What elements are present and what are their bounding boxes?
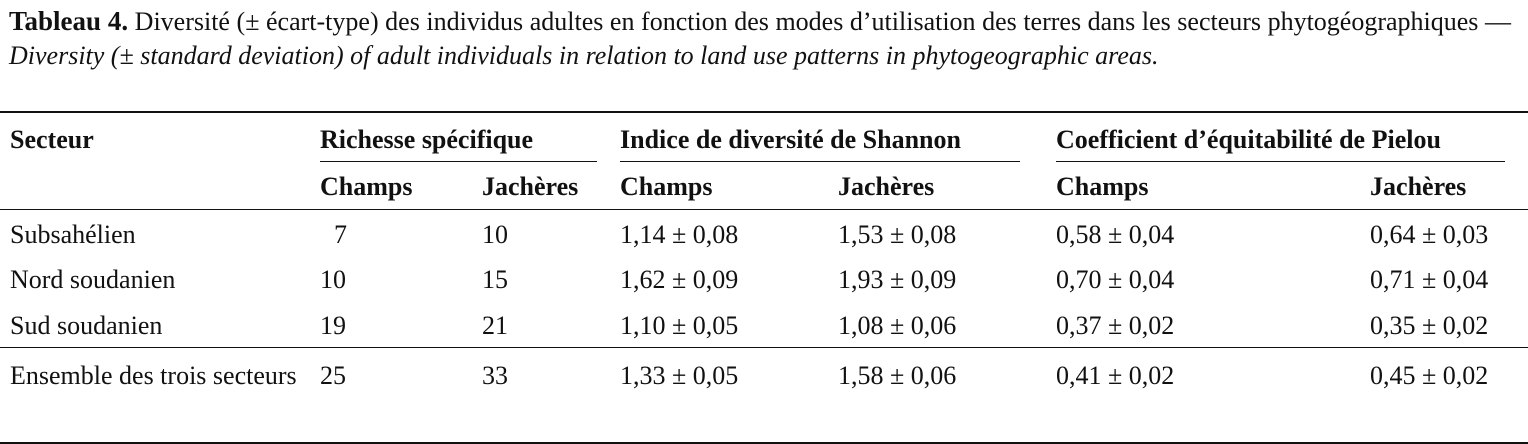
table-row: Nord soudanien 10 15 1,62 ± 0,09 1,93 ± 0,09… (0, 255, 1528, 301)
subheader: Jachères (472, 162, 611, 210)
table-row: Ensemble des trois secteurs 25 33 1,33 ± 0,… (0, 346, 1528, 444)
cell: 1,58 ± 0,06 (828, 346, 1047, 444)
table-row: Sud soudanien 19 21 1,10 ± 0,05 1,08 ± 0,06 0… (0, 301, 1528, 347)
group-cell: Indice de diversité de Shannon (610, 111, 1047, 162)
subheader: Champs (610, 162, 829, 210)
cell: 0,71 ± 0,04 (1370, 265, 1489, 294)
subheader-row: Champs Jachères Champs Jachères Champs Jachèr… (0, 162, 1528, 210)
cell: 0,41 ± 0,02 (1046, 346, 1361, 444)
header-cell: Secteur (0, 111, 310, 162)
cell: 10 (482, 219, 508, 249)
caption-label: Tableau 4. (9, 6, 129, 36)
group-header: Richesse spécifique (320, 125, 598, 162)
group-row: Secteur Richesse spécifique Indice de di… (0, 111, 1528, 162)
cell: 15 (482, 265, 508, 294)
cell: 33 (472, 346, 611, 444)
table-body: Subsahélien 7 10 1,14 ± 0,08 1,53 ± 0,08 0,58… (0, 209, 1528, 444)
empty-cell (0, 162, 310, 210)
group-cell: Coefficient d’équitabilité de Pielou (1046, 111, 1528, 162)
cell: 1,14 ± 0,08 (620, 219, 739, 249)
row-label: Ensemble des trois secteurs (0, 346, 310, 444)
subheader: Champs (310, 162, 472, 210)
caption: Tableau 4. Diversité (± écart-type) des … (9, 4, 1511, 73)
table-head: Secteur Richesse spécifique Indice de di… (0, 111, 1528, 210)
cell: 1,08 ± 0,06 (838, 311, 957, 340)
cell: 1,93 ± 0,09 (838, 265, 957, 294)
cell: 1,33 ± 0,05 (610, 346, 829, 444)
cell: 1,10 ± 0,05 (620, 311, 739, 340)
cell: 1,62 ± 0,09 (620, 265, 739, 294)
caption-english: Diversity (± standard deviation) of adul… (9, 41, 1159, 70)
cell: 0,70 ± 0,04 (1056, 265, 1175, 294)
cell: 0,45 ± 0,02 (1360, 346, 1528, 444)
cell: 7 (334, 219, 347, 249)
row-label: Nord soudanien (10, 265, 176, 294)
cell: 19 (320, 311, 346, 340)
group-cell: Richesse spécifique (310, 111, 611, 162)
subheader: Champs (1046, 162, 1361, 210)
row-label: Sud soudanien (10, 311, 163, 340)
row-label: Subsahélien (10, 219, 136, 249)
cell: 0,58 ± 0,04 (1056, 219, 1175, 249)
cell: 0,35 ± 0,02 (1370, 311, 1489, 340)
group-header: Indice de diversité de Shannon (620, 125, 1021, 162)
subheader: Jachères (1360, 162, 1528, 210)
group-header: Coefficient d’équitabilité de Pielou (1056, 125, 1506, 162)
caption-french: Diversité (± écart-type) des individus a… (134, 7, 1511, 36)
cell: 0,37 ± 0,02 (1056, 311, 1175, 340)
cell: 25 (310, 346, 472, 444)
table-row: Subsahélien 7 10 1,14 ± 0,08 1,53 ± 0,08 0,58… (0, 209, 1528, 255)
subheader: Jachères (828, 162, 1047, 210)
cell: 10 (320, 265, 346, 294)
cell: 0,64 ± 0,03 (1370, 219, 1489, 249)
cell: 21 (482, 311, 508, 340)
table: Secteur Richesse spécifique Indice de di… (0, 111, 1528, 444)
cell: 1,53 ± 0,08 (838, 219, 957, 249)
